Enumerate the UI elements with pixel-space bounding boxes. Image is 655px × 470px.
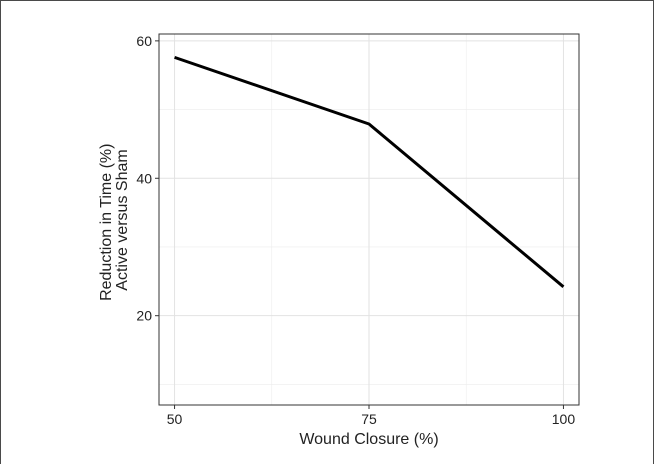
y-tick-label: 60 — [136, 33, 152, 49]
y-axis-title-line2: Active versus Sham — [114, 149, 131, 290]
x-axis-title: Wound Closure (%) — [299, 431, 438, 448]
x-tick-label: 75 — [361, 411, 377, 427]
y-tick-label: 20 — [136, 308, 152, 324]
series-line — [174, 55, 565, 288]
y-tick-label: 40 — [136, 170, 152, 186]
y-axis-title-line1: Reduction in Time (%) — [98, 144, 115, 301]
y-axis-title: Reduction in Time (%) Active versus Sham — [98, 139, 131, 301]
x-tick-label: 100 — [552, 411, 576, 427]
axes: 50 75 100 20 40 60 — [136, 33, 575, 427]
x-tick-label: 50 — [167, 411, 183, 427]
grid — [159, 34, 579, 405]
